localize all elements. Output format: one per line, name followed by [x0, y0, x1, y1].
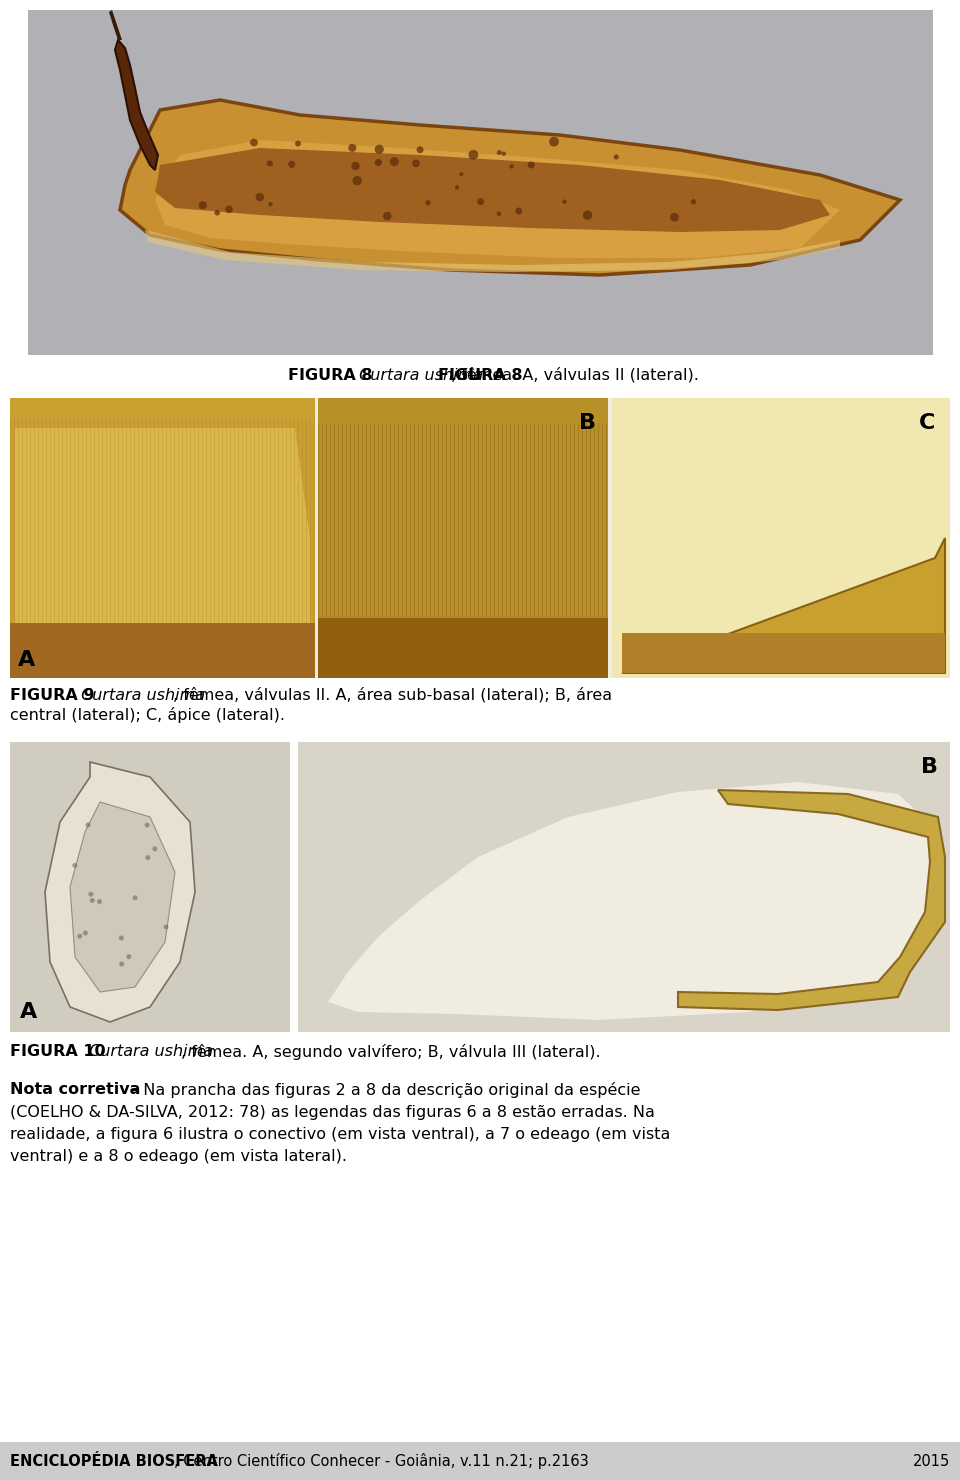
Circle shape: [563, 200, 566, 204]
Circle shape: [119, 962, 124, 966]
Bar: [612, 398, 950, 678]
Circle shape: [153, 847, 157, 851]
Text: (COELHO & DA-SILVA, 2012: 78) as legendas das figuras 6 a 8 estão erradas. Na: (COELHO & DA-SILVA, 2012: 78) as legenda…: [10, 1104, 655, 1119]
Circle shape: [417, 147, 423, 154]
Bar: [298, 741, 950, 1032]
Circle shape: [613, 154, 619, 160]
Circle shape: [85, 823, 90, 827]
Polygon shape: [622, 539, 945, 673]
Circle shape: [88, 892, 93, 897]
Polygon shape: [328, 781, 945, 1020]
Polygon shape: [109, 10, 122, 40]
Circle shape: [199, 201, 207, 209]
Text: , fêmea. A, segundo valvífero; B, válvula III (lateral).: , fêmea. A, segundo valvífero; B, válvul…: [181, 1043, 601, 1060]
Circle shape: [119, 935, 124, 940]
Text: ENCICLOPÉDIA BIOSFERA: ENCICLOPÉDIA BIOSFERA: [10, 1453, 218, 1468]
Circle shape: [255, 192, 264, 201]
Circle shape: [670, 213, 679, 222]
Circle shape: [72, 863, 78, 867]
Circle shape: [583, 210, 592, 221]
Circle shape: [267, 160, 273, 166]
Circle shape: [412, 160, 420, 167]
Polygon shape: [155, 141, 840, 258]
Text: C: C: [919, 413, 935, 434]
Circle shape: [83, 931, 88, 935]
Circle shape: [374, 145, 384, 154]
Circle shape: [383, 212, 392, 221]
Polygon shape: [15, 428, 310, 673]
Text: 2015: 2015: [913, 1453, 950, 1468]
Polygon shape: [45, 762, 195, 1023]
Bar: [10, 741, 290, 1032]
Circle shape: [455, 185, 459, 189]
Circle shape: [510, 164, 514, 169]
Text: realidade, a figura 6 ilustra o conectivo (em vista ventral), a 7 o edeago (em v: realidade, a figura 6 ilustra o conectiv…: [10, 1126, 670, 1141]
Circle shape: [528, 161, 535, 169]
Circle shape: [145, 823, 150, 827]
Circle shape: [516, 207, 522, 215]
Bar: [28, 10, 933, 355]
Polygon shape: [70, 802, 175, 992]
Circle shape: [268, 201, 273, 206]
Circle shape: [468, 149, 478, 160]
Circle shape: [295, 141, 301, 147]
Text: – Na prancha das figuras 2 a 8 da descrição original da espécie: – Na prancha das figuras 2 a 8 da descri…: [125, 1082, 640, 1098]
Text: , fêmea, válvulas II. A, área sub-basal (lateral); B, área: , fêmea, válvulas II. A, área sub-basal …: [173, 687, 612, 703]
Bar: [318, 398, 608, 678]
Text: FIGURA 8: FIGURA 8: [288, 367, 372, 382]
Circle shape: [459, 172, 464, 176]
Circle shape: [691, 200, 696, 204]
Circle shape: [226, 206, 233, 213]
Circle shape: [163, 925, 169, 929]
Bar: [0, 1442, 960, 1480]
Text: central (lateral); C, ápice (lateral).: central (lateral); C, ápice (lateral).: [10, 707, 285, 724]
Circle shape: [425, 200, 431, 206]
Circle shape: [501, 151, 506, 155]
Polygon shape: [678, 790, 945, 1009]
Text: Curtara ushima: Curtara ushima: [84, 1045, 213, 1060]
Text: B: B: [921, 756, 938, 777]
Text: FIGURA 8: FIGURA 8: [438, 367, 522, 382]
Bar: [10, 623, 315, 678]
Text: FIGURA 9: FIGURA 9: [10, 688, 94, 703]
Circle shape: [214, 210, 220, 216]
Circle shape: [477, 198, 484, 206]
Text: Curtara ushima: Curtara ushima: [353, 367, 483, 382]
Circle shape: [496, 212, 501, 216]
Polygon shape: [120, 101, 900, 275]
Polygon shape: [115, 40, 158, 170]
Circle shape: [250, 139, 258, 147]
Circle shape: [90, 898, 95, 903]
Circle shape: [288, 161, 296, 167]
Circle shape: [97, 898, 102, 904]
Bar: [318, 619, 608, 678]
Polygon shape: [145, 229, 840, 272]
Bar: [10, 398, 950, 678]
Circle shape: [497, 149, 502, 155]
Circle shape: [351, 161, 360, 170]
Text: B: B: [579, 413, 596, 434]
Text: , fêmea. A, válvulas II (lateral).: , fêmea. A, válvulas II (lateral).: [451, 367, 699, 383]
Bar: [10, 398, 315, 678]
Circle shape: [374, 158, 382, 166]
Text: Curtara ushima: Curtara ushima: [76, 688, 204, 703]
Text: A: A: [20, 1002, 37, 1023]
Circle shape: [390, 157, 398, 166]
Circle shape: [132, 895, 137, 900]
Circle shape: [127, 955, 132, 959]
Circle shape: [77, 934, 83, 938]
Circle shape: [352, 176, 362, 185]
Circle shape: [348, 144, 356, 152]
Text: Nota corretiva: Nota corretiva: [10, 1082, 140, 1098]
Text: ventral) e a 8 o edeago (em vista lateral).: ventral) e a 8 o edeago (em vista latera…: [10, 1148, 347, 1163]
Circle shape: [145, 855, 151, 860]
Circle shape: [549, 136, 559, 147]
Text: FIGURA 10: FIGURA 10: [10, 1045, 106, 1060]
Bar: [622, 633, 945, 673]
Text: A: A: [18, 650, 36, 670]
Polygon shape: [155, 148, 830, 232]
Text: , Centro Científico Conhecer - Goiânia, v.11 n.21; p.2163: , Centro Científico Conhecer - Goiânia, …: [174, 1453, 588, 1470]
